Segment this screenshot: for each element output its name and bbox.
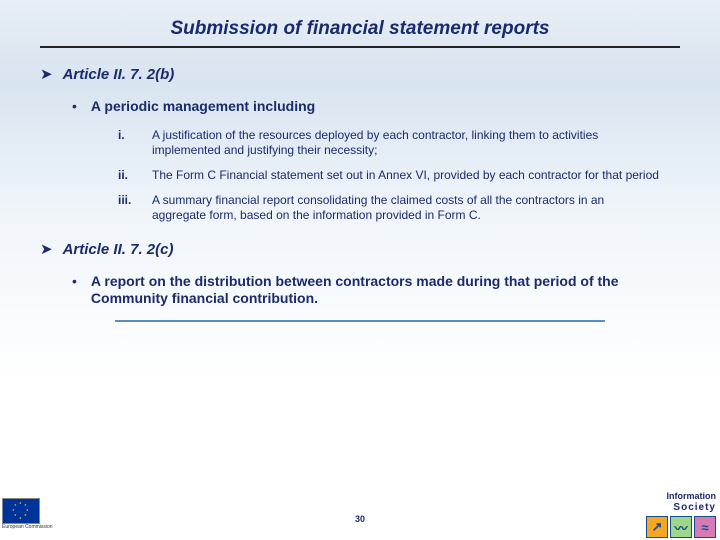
- roman-numeral: i.: [118, 128, 146, 158]
- logo-box-wave-icon: 〰: [670, 516, 692, 538]
- european-commission-logo: ★ ★ ★ ★ ★ ★ ★ ★ European Commission: [2, 498, 62, 540]
- item-text: The Form C Financial statement set out i…: [152, 168, 659, 183]
- logo-right-line2: Society: [620, 503, 716, 513]
- section-2-bullet: • A report on the distribution between c…: [72, 273, 680, 308]
- item-text: A justification of the resources deploye…: [152, 128, 660, 158]
- logo-box-arrow-icon: ↗: [646, 516, 668, 538]
- logo-right-boxes: ↗ 〰 ≈: [620, 516, 716, 538]
- logo-left-caption: European Commission: [2, 525, 62, 530]
- section-1-bullet-text: A periodic management including: [91, 98, 315, 116]
- arrow-icon: ➤: [40, 241, 53, 259]
- list-item: iii. A summary financial report consolid…: [118, 193, 680, 223]
- bullet-icon: •: [72, 98, 77, 116]
- slide-title: Submission of financial statement report…: [40, 18, 680, 40]
- list-item: ii. The Form C Financial statement set o…: [118, 168, 680, 183]
- item-text: A summary financial report consolidating…: [152, 193, 660, 223]
- section-1-bullet: • A periodic management including: [72, 98, 680, 116]
- section-2-heading: Article II. 7. 2(c): [63, 241, 174, 259]
- footer: 30 ★ ★ ★ ★ ★ ★ ★ ★ European Commission I…: [0, 488, 720, 540]
- section-2: ➤ Article II. 7. 2(c): [40, 241, 680, 259]
- section-1-heading: Article II. 7. 2(b): [63, 66, 175, 84]
- title-divider: [40, 46, 680, 48]
- arrow-icon: ➤: [40, 66, 53, 84]
- eu-flag-icon: ★ ★ ★ ★ ★ ★ ★ ★: [2, 498, 40, 524]
- section-2-bullet-text: A report on the distribution between con…: [91, 273, 680, 308]
- list-item: i. A justification of the resources depl…: [118, 128, 680, 158]
- logo-box-approx-icon: ≈: [694, 516, 716, 538]
- logo-right-line1: Information: [620, 492, 716, 501]
- section-1: ➤ Article II. 7. 2(b): [40, 66, 680, 84]
- bottom-divider: [115, 320, 605, 322]
- information-society-logo: Information Society ↗ 〰 ≈: [620, 492, 716, 536]
- bullet-icon: •: [72, 273, 77, 308]
- roman-numeral: ii.: [118, 168, 146, 183]
- page-number: 30: [355, 514, 365, 524]
- roman-numeral: iii.: [118, 193, 146, 223]
